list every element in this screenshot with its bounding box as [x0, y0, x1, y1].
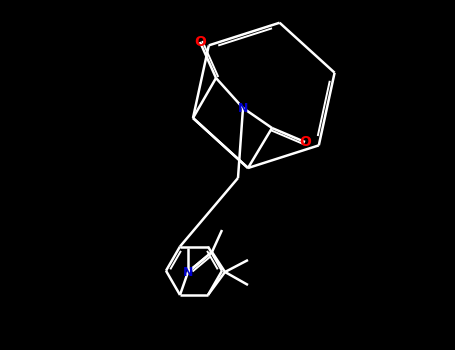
Text: O: O — [194, 35, 206, 49]
Text: N: N — [183, 266, 193, 279]
Text: N: N — [238, 102, 248, 114]
Text: O: O — [299, 135, 311, 149]
